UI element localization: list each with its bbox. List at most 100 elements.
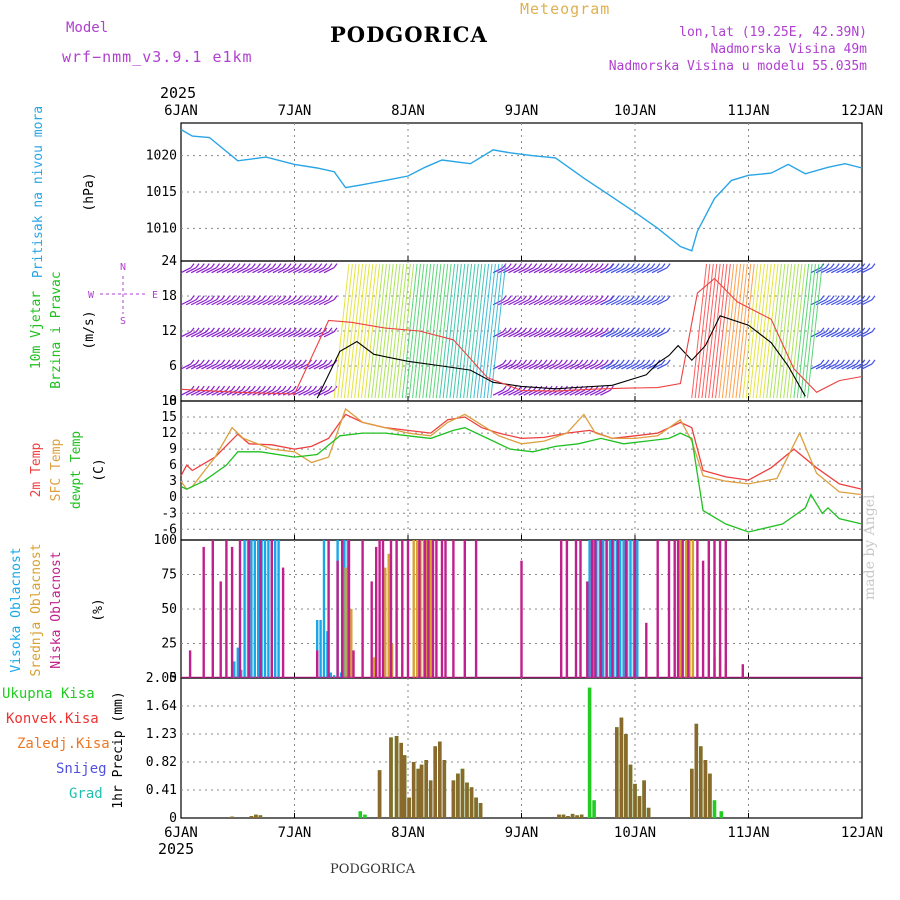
wind-barb [257,363,268,370]
wind-barb [831,331,842,338]
wind-barb [584,331,596,338]
wind-barb [641,267,653,274]
wind-barb [196,363,207,370]
cloud-bar [418,540,421,678]
wind-barb [302,327,307,333]
cloud-bar [350,609,353,678]
wind-barb [610,363,622,370]
wind-barb [528,327,533,333]
cloud-bar [656,540,659,678]
wind-barb [277,331,289,338]
wind-barb [548,295,553,301]
wind-barb [851,295,856,301]
page-title: PODGORICA [330,22,488,47]
wind-barb [621,363,632,370]
precip-bar [690,768,694,818]
cloud-ylabel-1: Srednja Oblacnost [29,543,44,676]
wind-barb [630,263,635,269]
wind-barb [236,359,241,365]
wind-barb [641,331,653,338]
wind-barb [830,263,835,269]
cloud-bar [579,540,582,678]
wind-barb [216,331,228,338]
wind-barb [231,299,243,306]
wind-barb [866,327,871,333]
pressure-line [180,128,863,252]
cloud-bar [336,560,339,678]
wind-barb [815,331,827,338]
wind-barb [558,263,563,269]
wind-barb [292,385,297,391]
wind-barb [302,385,307,391]
wind-barb [846,267,857,274]
wind-barb [615,327,620,333]
y-tick-label: 0 [169,811,177,826]
wind-barb [195,327,200,333]
cloud-bar [370,581,373,678]
y-tick-label: 24 [161,254,177,269]
precip-bar [719,811,724,818]
wind-barb [528,263,533,269]
wind-barb [600,363,612,370]
wind-barb [257,267,268,274]
wind-barb [226,299,238,306]
wind-barb [190,359,195,365]
precip-bar [703,760,708,818]
wind-barb [241,295,246,301]
cloud-bar [238,540,242,678]
wind-barb [830,295,835,301]
wind-barb [256,263,261,269]
wind-barb [513,331,524,338]
wind-barb [262,263,266,269]
y-tick-label: 50 [161,602,177,617]
wind-barb [803,263,820,399]
wind-barb [287,299,299,306]
wind-barb [579,295,584,301]
wind-barb [267,327,272,333]
wind-barb [584,267,596,274]
wind-barb [195,263,200,269]
wind-barb [364,263,381,399]
y-tick-label: 1.23 [146,727,177,742]
wind-barb [835,263,840,269]
wind-barb [825,331,837,338]
wind-barb [432,263,449,399]
precip-bar [619,717,624,818]
wind-barb [600,267,612,274]
wind-barb [247,299,258,306]
cloud-bar [435,540,438,678]
wind-barb [846,331,857,338]
wind-barb [298,389,309,396]
wind-barb [185,389,197,396]
y-tick-label: 0 [169,671,177,686]
wind-barb [599,263,604,269]
wind-barb [236,267,248,274]
wind-barb [256,359,261,365]
wind-barb [508,389,519,396]
wind-barb [646,295,651,301]
wind-barb [216,327,221,333]
cloud-bar [444,540,447,678]
wind-barb [318,385,323,391]
wind-barb [595,299,606,306]
compass-n: N [120,262,126,273]
wind-barb [574,263,579,269]
wind-barb [231,363,243,370]
wind-barb [287,327,292,333]
wind-barb [221,267,233,274]
wind-barb [845,359,850,365]
wind-barb [200,263,205,269]
wind-barb [267,267,279,274]
wind-barb [538,363,550,370]
wind-barb [236,263,241,269]
wind-barb [840,263,845,269]
wind-barb [772,263,789,399]
wind-barb [360,263,377,399]
wind-barb [221,359,226,365]
wind-barb [594,295,599,301]
wind-barb [216,363,228,370]
wind-barb [502,327,507,333]
coordinates: lon,lat (19.25E, 42.39N) [679,25,867,40]
wind-barb [584,327,589,333]
precip-bar [377,770,382,818]
